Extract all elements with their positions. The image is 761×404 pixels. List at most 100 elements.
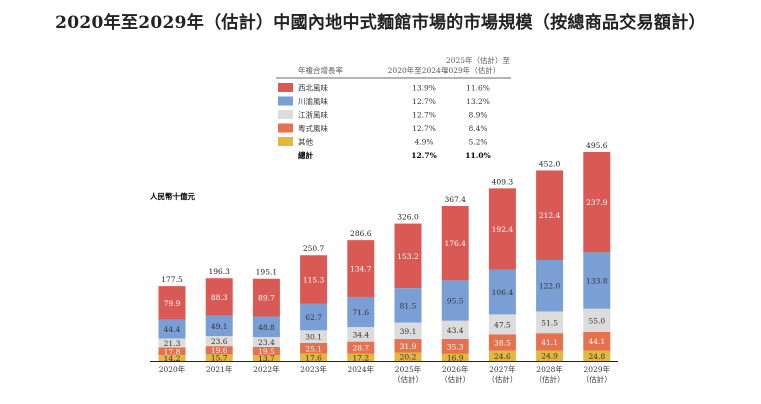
bar-segment xyxy=(583,331,611,351)
x-tick-label: 2024年 xyxy=(348,364,375,374)
data-label: 17.8 xyxy=(164,347,181,356)
bar-segment xyxy=(394,339,422,353)
x-tick-label: 2021年 xyxy=(206,364,233,374)
data-label: 43.4 xyxy=(447,326,464,335)
legend-header-label: 年複合增長率 xyxy=(298,65,343,75)
bar-segment xyxy=(347,296,375,328)
bar-segment xyxy=(394,223,422,289)
x-tick-label: 2023年 xyxy=(300,364,327,374)
x-tick-label: （估計） xyxy=(393,374,423,384)
bar-segment xyxy=(158,347,186,356)
legend-label: 粵式風味 xyxy=(298,123,328,133)
legend-swatch xyxy=(278,83,293,92)
x-tick-label: （估計） xyxy=(535,374,565,384)
bar-segment xyxy=(205,346,233,355)
data-label: 106.4 xyxy=(492,288,514,297)
data-label: 21.3 xyxy=(164,339,181,348)
bar-segment xyxy=(536,311,564,334)
data-label: 34.4 xyxy=(352,330,369,339)
data-label: 24.6 xyxy=(494,352,511,361)
data-label: 51.5 xyxy=(541,318,558,327)
data-label: 24.9 xyxy=(541,352,558,361)
legend-swatch xyxy=(278,96,293,106)
legend-label: 其他 xyxy=(298,137,313,147)
bar-segment xyxy=(441,338,469,354)
data-label: 16.9 xyxy=(447,353,464,362)
bar-segment xyxy=(300,255,328,304)
bar-segment xyxy=(536,260,564,312)
bar-segment xyxy=(252,316,280,338)
data-label: 44.4 xyxy=(164,325,181,334)
legend-header-col2: 2029年（估計） xyxy=(444,65,501,75)
x-tick-label: 2025年 xyxy=(395,364,422,374)
data-label: 81.5 xyxy=(400,301,417,310)
bar-segment xyxy=(300,330,328,343)
data-label: 39.1 xyxy=(400,327,417,336)
legend-cagr2: 8.4% xyxy=(468,124,487,133)
x-tick-label: 2020年 xyxy=(159,364,186,374)
data-label: 35.3 xyxy=(447,342,464,351)
data-label: 15.7 xyxy=(211,354,228,363)
bar-segment xyxy=(536,350,564,361)
data-label: 48.8 xyxy=(258,323,275,332)
x-tick-label: （估計） xyxy=(487,374,517,384)
y-axis-label: 人民幣十億元 xyxy=(150,191,195,201)
x-tick-label: （估計） xyxy=(582,374,612,384)
data-label: 44.1 xyxy=(588,337,605,346)
legend-total-label: 總計 xyxy=(298,150,313,160)
bar-segment xyxy=(583,152,611,253)
total-label: 196.3 xyxy=(208,267,230,276)
bar-segment xyxy=(347,341,375,354)
legend-swatch xyxy=(278,137,293,146)
bar-segment xyxy=(158,338,186,348)
legend-cagr1: 4.9% xyxy=(414,138,433,147)
bar-segment xyxy=(583,308,611,332)
data-label: 19.5 xyxy=(258,347,275,356)
bar-segment xyxy=(394,288,422,323)
bar-segment xyxy=(205,354,233,361)
legend-cagr1: 13.9% xyxy=(412,84,436,93)
bar-segment xyxy=(347,353,375,361)
data-label: 212.4 xyxy=(539,211,561,220)
legend-cagr2: 13.2% xyxy=(466,97,490,106)
bar-segment xyxy=(488,314,516,335)
bar-segment xyxy=(441,353,469,361)
bar-segment xyxy=(347,240,375,297)
data-label: 17.6 xyxy=(305,353,322,362)
data-label: 122.0 xyxy=(539,282,561,291)
bar-segment xyxy=(441,280,469,321)
legend-cagr1: 12.7% xyxy=(412,124,436,133)
bar-segment xyxy=(488,188,516,270)
total-label: 326.0 xyxy=(397,213,419,222)
total-label: 367.4 xyxy=(444,195,466,204)
bar-segment xyxy=(158,319,186,339)
legend-label: 江浙風味 xyxy=(298,110,328,120)
total-label: 495.6 xyxy=(586,141,608,150)
data-label: 192.4 xyxy=(492,225,514,234)
legend-swatch xyxy=(278,123,293,133)
legend-label: 西北風味 xyxy=(298,83,328,93)
legend-label: 川渝風味 xyxy=(298,96,328,106)
bar-segment xyxy=(536,170,564,261)
data-label: 88.3 xyxy=(211,293,228,302)
total-label: 286.6 xyxy=(350,229,372,238)
data-label: 71.6 xyxy=(352,308,369,317)
bar-segment xyxy=(252,355,280,361)
data-label: 176.4 xyxy=(444,239,466,248)
bar-segment xyxy=(394,322,422,340)
data-label: 30.1 xyxy=(305,333,322,342)
bar-segment xyxy=(252,346,280,356)
bar-segment xyxy=(394,352,422,361)
legend-header-col2: 2025年（估計）至 xyxy=(446,55,511,65)
data-label: 28.7 xyxy=(352,344,369,353)
bar-segment xyxy=(300,342,328,354)
legend-cagr2: 8.9% xyxy=(468,111,487,120)
data-label: 115.3 xyxy=(303,276,325,285)
bar-segment xyxy=(300,353,328,361)
data-label: 31.9 xyxy=(400,342,417,351)
data-label: 19.6 xyxy=(211,346,228,355)
bar-segment xyxy=(488,350,516,361)
data-label: 237.9 xyxy=(586,198,608,207)
data-label: 23.6 xyxy=(211,337,228,346)
data-label: 133.8 xyxy=(586,277,608,286)
